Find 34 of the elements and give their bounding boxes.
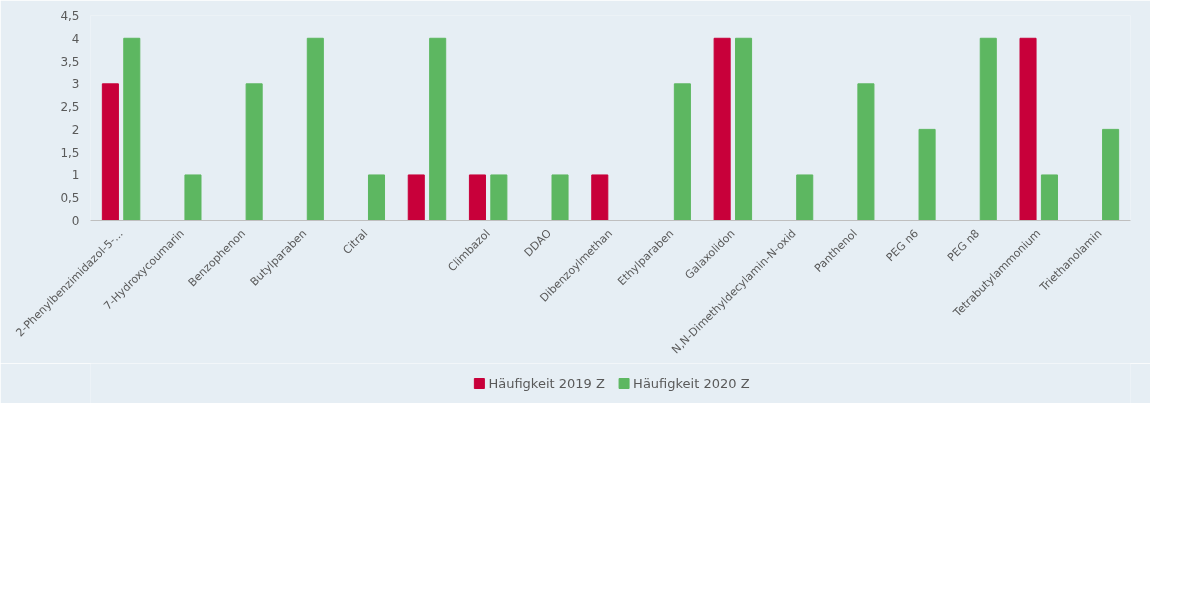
bar <box>1040 174 1058 221</box>
bar <box>979 37 997 221</box>
bar <box>367 174 386 221</box>
bar <box>591 174 609 221</box>
bar <box>796 174 814 221</box>
bar <box>123 37 141 221</box>
bar <box>101 83 119 221</box>
y-tick-label: 1 <box>71 168 80 183</box>
y-tick-label: 3 <box>71 77 80 92</box>
legend-label: Häufigkeit 2019 Z <box>488 376 605 391</box>
bar <box>735 37 753 221</box>
bar <box>407 174 425 221</box>
bar <box>857 83 875 221</box>
bar <box>551 174 569 221</box>
y-tick-label: 4 <box>71 31 80 46</box>
bar <box>713 37 731 221</box>
bar <box>918 128 936 221</box>
bar <box>184 174 202 221</box>
bar <box>306 37 324 221</box>
bar <box>245 83 263 221</box>
bar <box>429 37 447 221</box>
bar <box>1102 128 1120 221</box>
y-tick-label: 2 <box>71 122 80 137</box>
y-tick-label: 3,5 <box>60 54 80 69</box>
y-tick-label: 0 <box>71 214 80 228</box>
y-tick-label: 4,5 <box>60 9 80 23</box>
y-tick-label: 1,5 <box>60 145 80 160</box>
bar <box>468 174 486 221</box>
y-tick-label: 0,5 <box>60 191 80 206</box>
bar <box>1019 37 1037 221</box>
bar <box>673 83 691 221</box>
legend-label: Häufigkeit 2020 Z <box>633 376 750 391</box>
bar <box>490 174 508 221</box>
y-tick-label: 2,5 <box>60 100 80 115</box>
